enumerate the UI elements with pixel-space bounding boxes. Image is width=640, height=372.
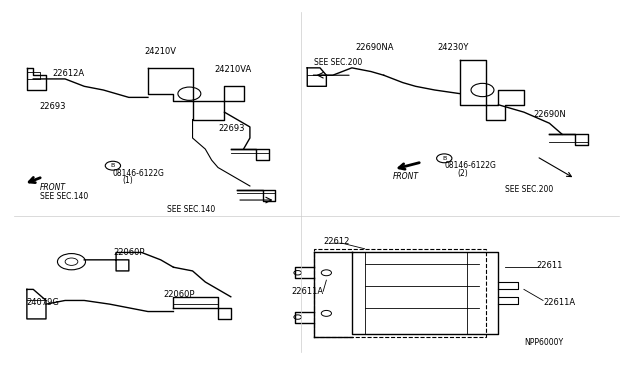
Text: 22693: 22693: [218, 124, 244, 133]
Text: B: B: [111, 163, 115, 168]
Text: B: B: [442, 156, 446, 161]
Text: 22611: 22611: [537, 261, 563, 270]
Text: 22060P: 22060P: [113, 248, 145, 257]
Text: 24230Y: 24230Y: [438, 43, 469, 52]
Text: 22611A: 22611A: [543, 298, 575, 307]
Text: SEE SEC.200: SEE SEC.200: [314, 58, 362, 67]
Text: (2): (2): [457, 169, 468, 177]
Text: 08146-6122G: 08146-6122G: [444, 161, 496, 170]
Text: 24079G: 24079G: [27, 298, 60, 307]
Bar: [314, 249, 486, 337]
Text: SEE SEC.200: SEE SEC.200: [505, 185, 553, 194]
Text: 22612A: 22612A: [52, 69, 84, 78]
Text: NPP6000Y: NPP6000Y: [524, 339, 563, 347]
Text: 22611A: 22611A: [291, 287, 323, 296]
Text: 22690NA: 22690NA: [355, 43, 394, 52]
Text: FRONT: FRONT: [40, 183, 66, 192]
Text: 08146-6122G: 08146-6122G: [113, 169, 164, 177]
Text: 24210VA: 24210VA: [215, 65, 252, 74]
Text: 24210V: 24210V: [145, 47, 177, 56]
Text: 22612: 22612: [323, 237, 349, 246]
Text: SEE SEC.140: SEE SEC.140: [167, 205, 215, 215]
Text: FRONT: FRONT: [394, 172, 419, 181]
Text: (1): (1): [122, 176, 133, 185]
Text: 22690N: 22690N: [534, 109, 566, 119]
Text: 22060P: 22060P: [164, 291, 195, 299]
Text: SEE SEC.140: SEE SEC.140: [40, 192, 88, 201]
Text: 22693: 22693: [40, 102, 66, 111]
